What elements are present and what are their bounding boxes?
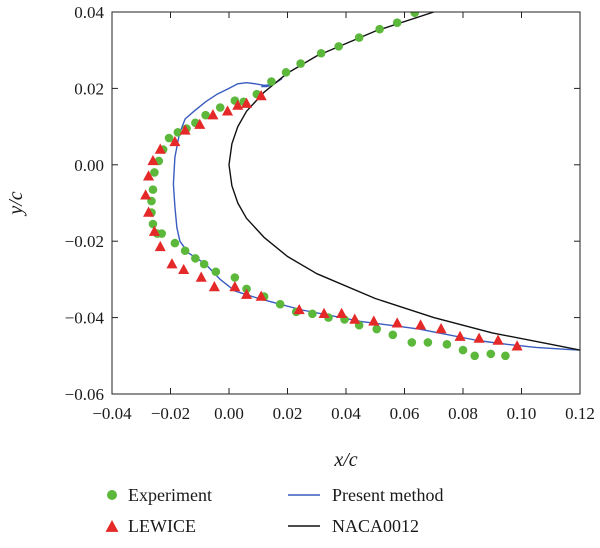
experiment-point <box>392 18 402 27</box>
lewice-point <box>473 332 485 343</box>
lewice-point <box>232 99 244 110</box>
lewice-point <box>194 118 206 129</box>
lewice-point <box>207 109 219 120</box>
experiment-point <box>442 340 452 349</box>
lewice-point <box>154 143 166 154</box>
legend-swatch-experiment <box>107 490 117 500</box>
experiment-point <box>281 68 291 77</box>
y-axis-ticks: −0.06 −0.04 −0.02 0.00 0.02 0.04 <box>65 3 580 404</box>
lewice-point <box>208 281 220 292</box>
lewice-point <box>255 90 267 101</box>
experiment-point <box>407 338 417 347</box>
lewice-point <box>166 258 178 269</box>
legend-swatch-lewice <box>105 520 119 532</box>
experiment-point <box>148 185 158 194</box>
lewice-point <box>415 319 427 330</box>
x-tick-label: 0.02 <box>273 404 303 423</box>
lewice-point <box>229 281 241 292</box>
lewice-point <box>511 340 523 351</box>
x-tick-label: 0.06 <box>390 404 420 423</box>
series-line-present-method <box>172 78 580 351</box>
experiment-point <box>410 12 420 18</box>
y-tick-label: −0.06 <box>65 385 104 404</box>
experiment-point <box>372 324 382 334</box>
experiment-point <box>388 330 398 340</box>
experiment-point <box>150 168 159 177</box>
lewice-point <box>143 170 155 181</box>
y-tick-label: −0.04 <box>65 309 105 328</box>
lewice-point <box>143 206 155 217</box>
lewice-point <box>255 290 267 301</box>
experiment-point <box>230 273 240 282</box>
experiment-point <box>501 351 510 361</box>
experiment-point <box>148 219 158 229</box>
lewice-point <box>147 154 159 166</box>
legend-label-present-method: Present method <box>332 485 443 505</box>
lewice-point <box>293 303 305 315</box>
lewice-point <box>454 330 466 341</box>
x-tick-label: 0.12 <box>565 404 595 423</box>
x-tick-label: 0.08 <box>448 404 478 423</box>
lewice-point <box>318 307 330 318</box>
y-tick-label: 0.02 <box>74 79 104 98</box>
experiment-point <box>486 349 496 359</box>
lewice-point <box>336 307 348 318</box>
lewice-point <box>492 334 504 345</box>
experiment-point <box>316 48 326 58</box>
lewice-point <box>391 317 403 328</box>
y-tick-label: −0.02 <box>65 232 104 251</box>
x-tick-label: 0.04 <box>331 404 361 423</box>
legend-label-lewice: LEWICE <box>128 516 196 536</box>
plot-series <box>140 12 580 361</box>
experiment-point <box>191 254 200 263</box>
lewice-point <box>195 271 207 282</box>
y-tick-label: 0.00 <box>74 156 104 175</box>
experiment-point <box>275 299 285 309</box>
x-tick-label: −0.02 <box>151 404 190 423</box>
x-tick-label: 0.00 <box>214 404 244 423</box>
legend-label-experiment: Experiment <box>128 485 212 505</box>
y-tick-label: 0.04 <box>74 3 104 22</box>
experiment-point <box>199 259 209 269</box>
x-axis-ticks: −0.04 −0.02 0.00 0.02 0.04 0.06 0.08 0.10 0.12 <box>92 12 595 423</box>
experiment-point <box>211 267 221 277</box>
lewice-point <box>435 323 447 334</box>
experiment-point <box>423 338 433 347</box>
lewice-point <box>179 124 191 135</box>
experiment-point <box>215 103 225 112</box>
lewice-point <box>178 263 190 275</box>
x-tick-label: −0.04 <box>92 404 132 423</box>
experiment-point <box>201 110 210 120</box>
lewice-point <box>140 189 152 200</box>
experiment-point <box>296 59 305 68</box>
experiment-point <box>458 345 468 355</box>
experiment-point <box>267 77 276 86</box>
lewice-point <box>349 313 361 324</box>
legend-label-naca0012: NACA0012 <box>332 516 419 536</box>
lewice-point <box>169 135 181 147</box>
experiment-point <box>180 246 190 256</box>
experiment-point <box>164 133 174 143</box>
experiment-point <box>308 309 317 319</box>
x-axis-title: x/c <box>333 449 357 471</box>
experiment-point <box>157 229 167 238</box>
experiment-point <box>170 238 180 248</box>
experiment-point <box>354 33 364 42</box>
experiment-point <box>334 42 343 51</box>
lewice-point <box>154 240 166 252</box>
lewice-point <box>241 288 253 299</box>
series-line-naca0012 <box>228 12 580 351</box>
y-axis-title: y/c <box>5 191 27 216</box>
lewice-point <box>241 97 253 108</box>
experiment-point <box>470 351 480 361</box>
lewice-point <box>148 225 160 236</box>
legend: Experiment LEWICE Present method NACA0012 <box>105 485 443 536</box>
experiment-point <box>375 24 384 34</box>
x-tick-label: 0.10 <box>507 404 537 423</box>
lewice-point <box>222 105 234 116</box>
experiment-point <box>173 128 183 137</box>
lewice-point <box>368 315 380 326</box>
